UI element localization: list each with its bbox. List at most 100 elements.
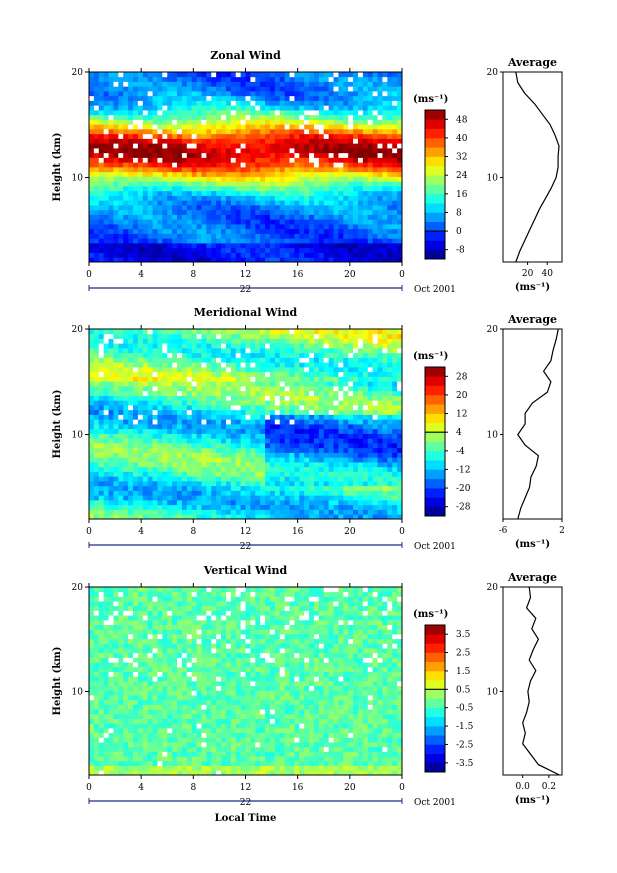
heatmap-cell	[328, 443, 334, 449]
heatmap-cell	[201, 485, 207, 491]
heatmap-cell	[338, 405, 344, 411]
heatmap-cell	[279, 247, 286, 253]
heatmap-cell	[167, 509, 173, 515]
heatmap-cell	[118, 95, 124, 101]
heatmap-cell	[250, 490, 256, 496]
heatmap-cell	[211, 228, 217, 234]
heatmap-cell	[269, 357, 276, 363]
heatmap-cell	[152, 143, 158, 149]
heatmap-cell	[128, 190, 134, 196]
heatmap-cell	[357, 381, 364, 387]
heatmap-cell	[289, 100, 295, 106]
heatmap-cell	[123, 390, 129, 396]
heatmap-cell	[118, 428, 124, 434]
heatmap-cell	[206, 414, 212, 420]
heatmap-cell	[338, 466, 344, 472]
heatmap-cell	[348, 176, 354, 182]
heatmap-cell	[338, 247, 344, 253]
heatmap-cell	[152, 76, 158, 82]
heatmap-cell	[313, 81, 320, 87]
heatmap-cell	[196, 224, 202, 230]
heatmap-cell	[294, 186, 300, 192]
average-x-tick-label: 20	[522, 269, 534, 279]
heatmap-cell	[108, 376, 114, 382]
heatmap-cell	[362, 138, 369, 144]
heatmap-cell	[211, 395, 217, 401]
heatmap-cell	[309, 509, 315, 515]
heatmap-cell	[98, 124, 105, 130]
heatmap-cell	[392, 86, 398, 92]
heatmap-cell	[147, 76, 153, 82]
heatmap-cell	[323, 205, 330, 211]
heatmap-cell	[348, 481, 354, 487]
heatmap-cell	[113, 490, 119, 496]
heatmap-cell	[338, 329, 344, 335]
heatmap-cell	[328, 466, 334, 472]
heatmap-cell	[372, 190, 378, 196]
heatmap-cell	[353, 495, 359, 501]
heatmap-cell	[230, 195, 237, 201]
heatmap-cell	[318, 438, 325, 444]
heatmap-cell	[333, 438, 339, 444]
heatmap-cell	[167, 462, 173, 468]
heatmap-cell	[123, 362, 129, 368]
heatmap-cell	[304, 509, 310, 515]
heatmap-cell	[274, 233, 281, 239]
heatmap-cell	[157, 433, 163, 439]
heatmap-cell	[255, 247, 261, 253]
date-label: Oct 2001	[414, 285, 456, 295]
heatmap-cell	[147, 433, 153, 439]
heatmap-cell	[103, 195, 109, 201]
heatmap-cell	[294, 390, 300, 396]
heatmap-cell	[392, 114, 398, 120]
heatmap-cell	[323, 176, 330, 182]
heatmap-cell	[196, 162, 202, 168]
heatmap-cell	[128, 110, 134, 116]
heatmap-cell	[89, 466, 95, 472]
heatmap-cell	[279, 414, 286, 420]
heatmap-cell	[118, 200, 124, 206]
heatmap-cell	[284, 257, 290, 263]
heatmap-cell	[362, 219, 369, 225]
heatmap-cell	[265, 224, 271, 230]
heatmap-cell	[201, 352, 207, 358]
heatmap-cell	[89, 176, 95, 182]
heatmap-cell	[377, 110, 383, 116]
heatmap-cell	[133, 476, 139, 482]
heatmap-cell	[328, 252, 334, 258]
heatmap-cell	[108, 214, 114, 220]
heatmap-cell	[196, 238, 202, 244]
heatmap-cell	[269, 252, 276, 258]
heatmap-cell	[191, 171, 197, 177]
heatmap-cell	[123, 476, 129, 482]
heatmap-cell	[113, 376, 119, 382]
heatmap-cell	[167, 352, 173, 358]
heatmap-cell	[98, 476, 105, 482]
heatmap-cell	[98, 171, 105, 177]
heatmap-cell	[225, 91, 232, 97]
heatmap-cell	[142, 509, 149, 515]
heatmap-cell	[201, 376, 207, 382]
heatmap-cell	[318, 485, 325, 491]
heatmap-cell	[240, 362, 246, 368]
heatmap-cell	[260, 152, 266, 158]
heatmap-cell	[137, 162, 144, 168]
heatmap-cell	[118, 167, 124, 173]
heatmap-cell	[299, 504, 305, 510]
heatmap-cell	[353, 138, 359, 144]
heatmap-cell	[250, 438, 256, 444]
heatmap-cell	[265, 114, 271, 120]
heatmap-cell	[230, 95, 237, 101]
heatmap-cell	[240, 238, 246, 244]
heatmap-cell	[343, 400, 349, 406]
heatmap-cell	[289, 485, 295, 491]
heatmap-cell	[181, 219, 188, 225]
heatmap-cell	[133, 466, 139, 472]
heatmap-cell	[230, 424, 237, 430]
heatmap-cell	[123, 91, 129, 97]
heatmap-cell	[299, 110, 305, 116]
heatmap-cell	[274, 495, 281, 501]
heatmap-cell	[304, 495, 310, 501]
heatmap-cell	[260, 452, 266, 458]
heatmap-cell	[269, 362, 276, 368]
